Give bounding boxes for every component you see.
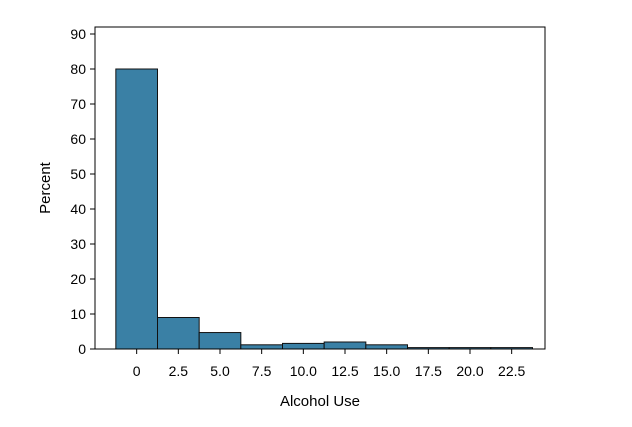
histogram-bar-3: [240, 344, 283, 350]
histogram-bar-1: [157, 317, 200, 350]
x-tick-label-3: 7.5: [252, 363, 272, 379]
plot-frame: [94, 26, 546, 350]
y-axis-ticks: 0 10 20 30 40 50 60 70 80 90: [70, 26, 95, 357]
histogram-bar-5: [323, 341, 367, 350]
x-tick-label-1: 2.5: [169, 363, 189, 379]
histogram-bar-2: [198, 332, 242, 350]
x-tick-label-8: 20.0: [456, 363, 483, 379]
y-tick-label-1: 10: [70, 306, 86, 322]
x-tick-label-2: 5.0: [210, 363, 230, 379]
x-axis-title: Alcohol Use: [280, 393, 360, 410]
y-tick-label-7: 70: [70, 96, 86, 112]
y-tick-label-8: 80: [70, 61, 86, 77]
histogram-bar-0: [115, 68, 159, 350]
x-tick-label-9: 22.5: [498, 363, 525, 379]
x-tick-label-4: 10.0: [290, 363, 317, 379]
y-tick-label-5: 50: [70, 166, 86, 182]
histogram-bar-6: [365, 344, 409, 350]
x-axis-ticks: 0 2.5 5.0 7.5 10.0 12.5 15.0 17.5 20.0 22.5: [133, 349, 526, 379]
x-tick-label-6: 15.0: [373, 363, 400, 379]
y-tick-label-4: 40: [70, 201, 86, 217]
x-tick-label-0: 0: [133, 363, 141, 379]
x-tick-label-5: 12.5: [331, 363, 358, 379]
histogram-bar-4: [282, 342, 325, 350]
y-tick-label-6: 60: [70, 131, 86, 147]
y-tick-label-0: 0: [78, 341, 86, 357]
y-tick-label-3: 30: [70, 236, 86, 252]
y-tick-label-9: 90: [70, 26, 86, 42]
y-axis-title: Percent: [37, 161, 54, 214]
x-tick-label-7: 17.5: [415, 363, 442, 379]
y-tick-label-2: 20: [70, 271, 86, 287]
